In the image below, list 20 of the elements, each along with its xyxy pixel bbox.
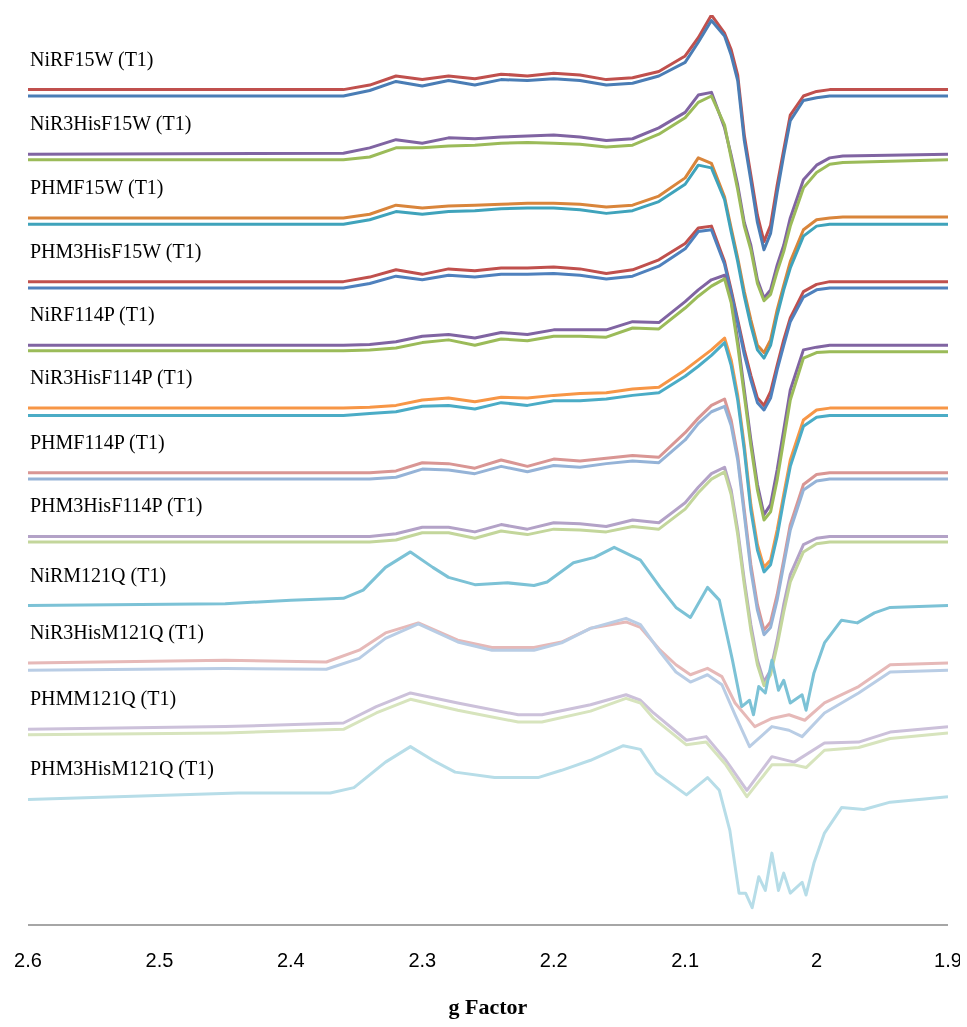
x-tick-label: 2.5 <box>145 949 174 972</box>
annotation: PHMM121Q (T1) <box>30 687 177 711</box>
x-tick-label: 2.1 <box>671 949 700 972</box>
annotation: NiRF15W (T1) <box>30 47 154 71</box>
annotation: NiRF114P (T1) <box>30 303 155 327</box>
x-tick-label: 2.4 <box>276 949 305 972</box>
annotation: PHM3HisF114P (T1) <box>30 494 203 518</box>
annotation: PHMF15W (T1) <box>30 175 164 199</box>
x-tick-label: 2.2 <box>539 949 568 972</box>
annotation: NiR3HisM121Q (T1) <box>30 620 204 644</box>
annotation: PHM3HisF15W (T1) <box>30 239 202 263</box>
x-tick-label: 2 <box>811 949 823 972</box>
annotation: NiR3HisF114P (T1) <box>30 366 193 390</box>
annotation: NiRM121Q (T1) <box>30 563 167 587</box>
x-tick-label: 2.3 <box>408 949 437 972</box>
annotation: PHMF114P (T1) <box>30 430 165 454</box>
annotation: PHM3HisM121Q (T1) <box>30 757 214 781</box>
x-axis-title: g Factor <box>448 994 528 1019</box>
annotation: NiR3HisF15W (T1) <box>30 112 192 136</box>
x-tick-label: 2.6 <box>14 949 42 972</box>
